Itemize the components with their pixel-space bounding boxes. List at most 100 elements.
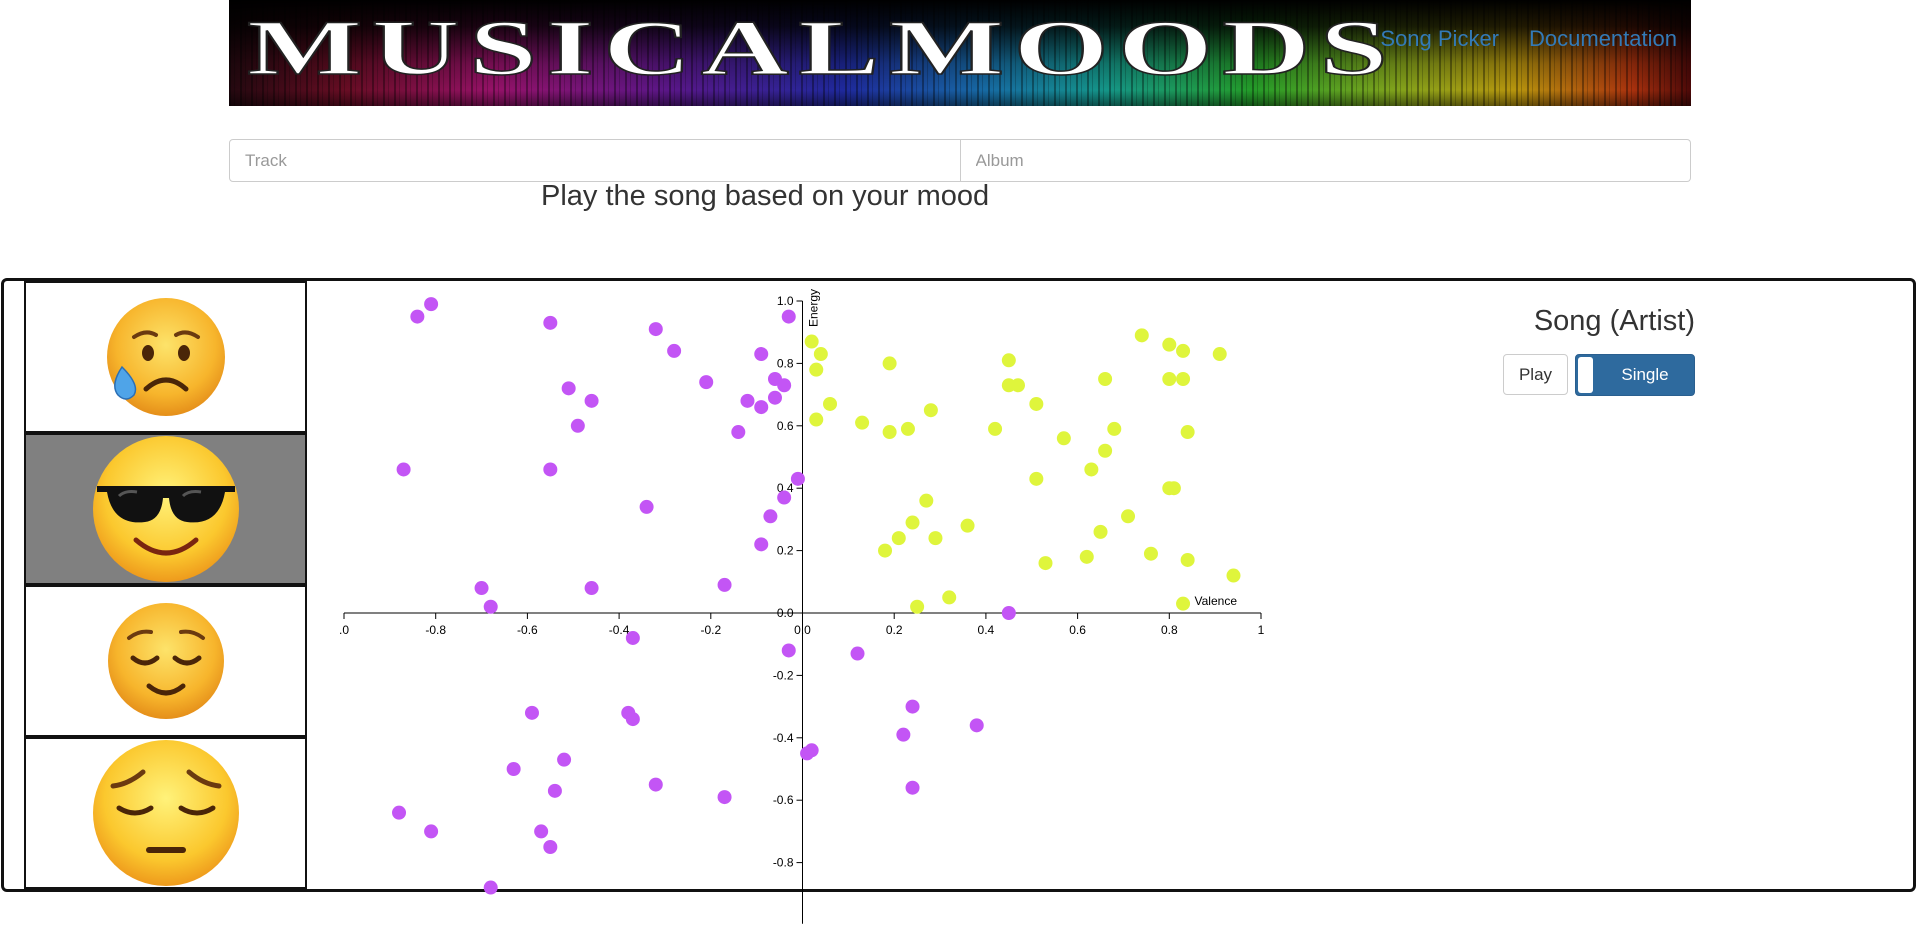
negative-point[interactable]: [570, 418, 585, 433]
play-button[interactable]: Play: [1503, 354, 1568, 395]
positive-point[interactable]: [1056, 431, 1071, 446]
negative-point[interactable]: [717, 577, 732, 592]
positive-point[interactable]: [1180, 425, 1195, 440]
negative-point[interactable]: [731, 425, 746, 440]
positive-point[interactable]: [1162, 337, 1177, 352]
positive-point[interactable]: [1010, 378, 1025, 393]
positive-point[interactable]: [882, 356, 897, 371]
album-input[interactable]: [960, 139, 1691, 182]
positive-point[interactable]: [1107, 421, 1122, 436]
positive-point[interactable]: [1001, 353, 1016, 368]
negative-point[interactable]: [850, 646, 865, 661]
negative-point[interactable]: [474, 581, 489, 596]
positive-point[interactable]: [923, 403, 938, 418]
positive-point[interactable]: [1098, 372, 1113, 386]
negative-point[interactable]: [777, 378, 792, 393]
positive-point[interactable]: [1093, 524, 1108, 539]
mode-toggle[interactable]: Single: [1575, 354, 1695, 396]
positive-point[interactable]: [1079, 549, 1094, 564]
positive-point[interactable]: [1143, 546, 1158, 561]
positive-point[interactable]: [919, 493, 934, 508]
negative-point[interactable]: [905, 699, 920, 714]
negative-point[interactable]: [410, 309, 425, 324]
positive-point[interactable]: [1226, 568, 1241, 583]
negative-point[interactable]: [896, 727, 911, 742]
negative-point[interactable]: [781, 643, 796, 658]
positive-point[interactable]: [855, 415, 870, 430]
negative-point[interactable]: [763, 509, 778, 524]
positive-point[interactable]: [809, 412, 824, 427]
negative-point[interactable]: [790, 471, 805, 486]
positive-point[interactable]: [882, 425, 897, 440]
positive-point[interactable]: [813, 347, 828, 362]
negative-point[interactable]: [561, 381, 576, 396]
positive-point[interactable]: [878, 543, 893, 558]
positive-point[interactable]: [1029, 471, 1044, 486]
positive-point[interactable]: [1176, 372, 1191, 386]
positive-point[interactable]: [1180, 552, 1195, 567]
positive-point[interactable]: [1084, 462, 1099, 477]
negative-point[interactable]: [625, 712, 640, 727]
negative-point[interactable]: [524, 705, 539, 720]
negative-point[interactable]: [392, 805, 407, 820]
negative-point[interactable]: [534, 824, 549, 839]
negative-point[interactable]: [1001, 606, 1016, 620]
negative-point[interactable]: [717, 790, 732, 805]
negative-point[interactable]: [639, 499, 654, 514]
positive-point[interactable]: [1029, 396, 1044, 411]
positive-point[interactable]: [928, 531, 943, 546]
negative-point[interactable]: [699, 375, 714, 390]
negative-point[interactable]: [781, 309, 796, 324]
positive-point[interactable]: [809, 362, 824, 377]
positive-point[interactable]: [905, 515, 920, 530]
negative-point[interactable]: [584, 581, 599, 596]
positive-point[interactable]: [1162, 481, 1177, 496]
positive-point[interactable]: [1098, 443, 1113, 458]
negative-point[interactable]: [557, 752, 572, 767]
positive-point[interactable]: [804, 334, 819, 349]
negative-point[interactable]: [547, 783, 562, 798]
mood-cool[interactable]: [24, 433, 307, 585]
negative-point[interactable]: [754, 537, 769, 552]
negative-point[interactable]: [648, 777, 663, 792]
positive-point[interactable]: [891, 531, 906, 546]
positive-point[interactable]: [910, 599, 925, 614]
positive-point[interactable]: [1212, 347, 1227, 362]
toggle-knob[interactable]: [1578, 357, 1593, 393]
negative-point[interactable]: [483, 880, 498, 895]
negative-point[interactable]: [396, 462, 411, 477]
positive-point[interactable]: [1134, 328, 1149, 343]
negative-point[interactable]: [648, 322, 663, 337]
positive-point[interactable]: [823, 396, 838, 411]
mood-relieved[interactable]: [24, 585, 307, 737]
negative-point[interactable]: [543, 840, 558, 854]
positive-point[interactable]: [1176, 596, 1191, 611]
negative-point[interactable]: [424, 824, 439, 839]
negative-point[interactable]: [754, 347, 769, 362]
negative-point[interactable]: [625, 630, 640, 645]
negative-point[interactable]: [969, 718, 984, 733]
mood-sad-tear[interactable]: [24, 281, 307, 433]
negative-point[interactable]: [667, 343, 682, 358]
positive-point[interactable]: [1121, 509, 1136, 524]
positive-point[interactable]: [988, 421, 1003, 436]
negative-point[interactable]: [905, 780, 920, 795]
nav-documentation[interactable]: Documentation: [1529, 26, 1677, 51]
mood-pensive[interactable]: [24, 737, 307, 889]
track-input[interactable]: [229, 139, 961, 182]
nav-song-picker[interactable]: Song Picker: [1380, 26, 1500, 51]
negative-point[interactable]: [800, 746, 815, 761]
negative-point[interactable]: [424, 297, 439, 312]
negative-point[interactable]: [777, 490, 792, 505]
negative-point[interactable]: [584, 393, 599, 408]
negative-point[interactable]: [543, 315, 558, 330]
negative-point[interactable]: [754, 400, 769, 415]
positive-point[interactable]: [1176, 343, 1191, 358]
positive-point[interactable]: [960, 518, 975, 533]
positive-point[interactable]: [942, 590, 957, 605]
positive-point[interactable]: [900, 421, 915, 436]
negative-point[interactable]: [506, 762, 521, 776]
negative-point[interactable]: [740, 393, 755, 408]
negative-point[interactable]: [483, 599, 498, 614]
negative-point[interactable]: [543, 462, 558, 477]
